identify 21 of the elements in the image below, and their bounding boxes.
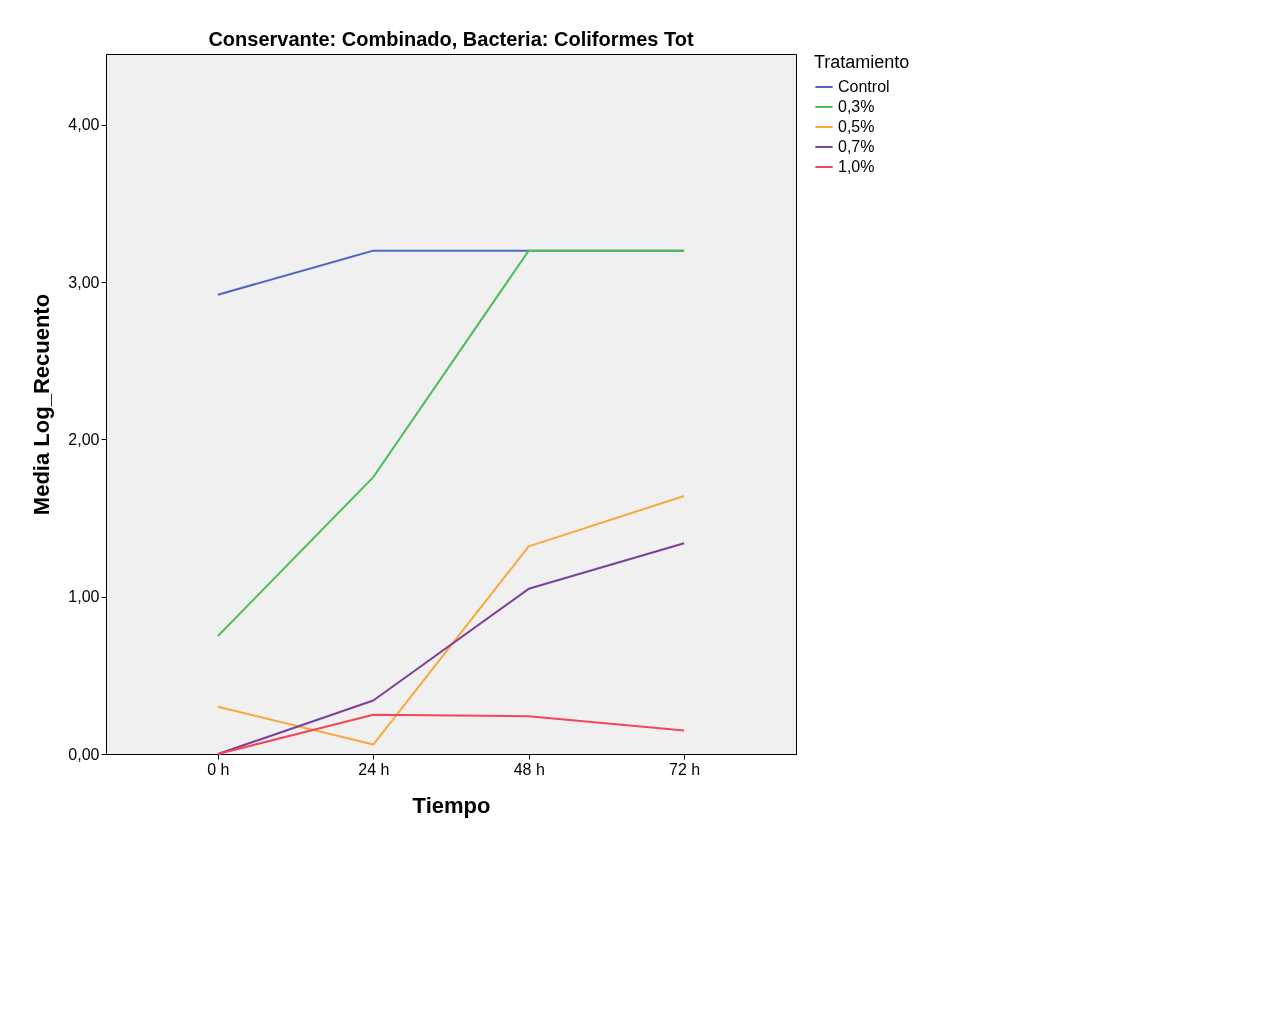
legend-label: 0,5%: [838, 118, 875, 135]
legend-label: Control: [838, 78, 890, 95]
line-series: [216, 713, 686, 755]
line-series: [216, 495, 686, 746]
x-axis-title: Tiempo: [412, 792, 491, 818]
line-series: [216, 542, 686, 755]
y-tick-label: 0,00: [68, 745, 100, 763]
x-tick-label: 0 h: [207, 760, 230, 778]
y-tick-label: 4,00: [68, 116, 100, 134]
x-tick-label: 72 h: [669, 760, 701, 778]
legend-label: 1,0%: [838, 158, 875, 175]
y-tick-label: 3,00: [68, 273, 100, 291]
y-tick-label: 2,00: [68, 430, 100, 448]
y-tick-label: 1,00: [68, 588, 100, 606]
x-tick-label: 48 h: [513, 760, 545, 778]
y-axis-title: Media Log_Recuento: [29, 293, 55, 516]
x-tick-label: 24 h: [358, 760, 390, 778]
legend-label: 0,3%: [838, 98, 875, 115]
legend-title: Tratamiento: [814, 52, 910, 72]
legend-label: 0,7%: [838, 138, 875, 155]
chart-title: Conservante: Combinado, Bacteria: Coliformes Tot: [208, 28, 694, 50]
